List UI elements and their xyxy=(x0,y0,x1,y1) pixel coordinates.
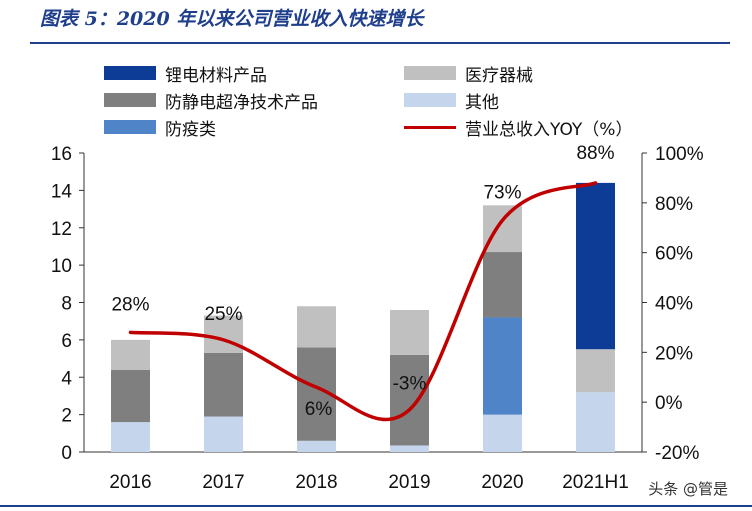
legend-line-yoy xyxy=(404,125,456,129)
chart-title: 图表 5：2020 年以来公司营业收入快速增长 xyxy=(40,8,424,30)
legend-label-antistatic: 防静电超净技术产品 xyxy=(165,92,318,113)
legend-swatch-other xyxy=(404,93,456,107)
y-tick-label: 8 xyxy=(61,294,72,315)
legend-swatch-lithium xyxy=(104,66,156,80)
y-tick-label: 14 xyxy=(51,181,73,202)
bar-segment-2018 xyxy=(297,306,336,348)
legend-swatch-epidemic xyxy=(104,120,156,134)
bar-segment-2019 xyxy=(390,309,429,355)
legend-item-antistatic: 防静电超净技术产品 xyxy=(104,89,318,113)
bar-segment-2016 xyxy=(111,422,150,452)
y-tick-label: 4 xyxy=(61,368,72,389)
y-tick-label: 12 xyxy=(51,219,72,240)
legend-item-yoy: 营业总收入YOY（%） xyxy=(404,116,633,140)
y-tick-label: 2 xyxy=(61,406,72,427)
x-tick-label: 2021H1 xyxy=(562,472,629,493)
x-tick-label: 2020 xyxy=(481,472,523,493)
bar-segment-2017 xyxy=(204,416,243,452)
yoy-data-label: 88% xyxy=(576,143,614,164)
bar-segment-2020 xyxy=(483,414,522,452)
bar-segment-2018 xyxy=(297,440,336,452)
yoy-data-label: 6% xyxy=(305,399,333,420)
x-tick-label: 2018 xyxy=(295,472,337,493)
bar-segment-2019 xyxy=(390,354,429,446)
bar-segment-2016 xyxy=(111,369,150,423)
yoy-data-label: 25% xyxy=(204,304,242,325)
x-tick-label: 2019 xyxy=(388,472,430,493)
legend-item-epidemic: 防疫类 xyxy=(104,116,216,140)
x-tick-label: 2016 xyxy=(109,472,151,493)
legend-item-lithium: 锂电材料产品 xyxy=(104,62,267,86)
x-tick-label: 2017 xyxy=(202,472,244,493)
y2-tick-label: 100% xyxy=(655,144,704,165)
bar-segment-2019 xyxy=(390,445,429,452)
y-tick-label: 10 xyxy=(51,256,72,277)
bottom-divider xyxy=(0,505,752,507)
legend-item-other: 其他 xyxy=(404,89,499,113)
legend-item-medical: 医疗器械 xyxy=(404,62,533,86)
bar-segment-2020 xyxy=(483,317,522,415)
bar-segment-2021H1 xyxy=(576,392,615,452)
bar-segment-2016 xyxy=(111,339,150,370)
bar-segment-2017 xyxy=(204,352,243,417)
y2-tick-label: 40% xyxy=(655,294,693,315)
legend-label-epidemic: 防疫类 xyxy=(165,119,216,140)
watermark-text: 头条 @管是 xyxy=(648,480,728,498)
legend-label-lithium: 锂电材料产品 xyxy=(165,65,267,86)
y2-tick-label: 20% xyxy=(655,343,693,364)
bar-segment-2021H1 xyxy=(576,349,615,393)
y2-tick-label: -20% xyxy=(655,443,699,464)
legend-swatch-medical xyxy=(404,66,456,80)
y2-tick-label: 80% xyxy=(655,194,693,215)
bar-segment-2020 xyxy=(483,252,522,318)
y-tick-label: 16 xyxy=(51,144,72,165)
yoy-data-label: 28% xyxy=(111,294,149,315)
watermark: 头条 @管是 xyxy=(648,478,728,499)
legend-label-medical: 医疗器械 xyxy=(465,65,533,86)
legend-label-other: 其他 xyxy=(465,92,499,113)
legend-label-yoy: 营业总收入YOY（%） xyxy=(465,119,633,140)
y2-tick-label: 0% xyxy=(655,393,683,414)
title-divider xyxy=(30,42,730,44)
y2-tick-label: 60% xyxy=(655,244,693,265)
y-tick-label: 6 xyxy=(61,331,72,352)
bar-segment-2017 xyxy=(204,315,243,353)
yoy-data-label: 73% xyxy=(483,182,521,203)
yoy-line xyxy=(128,181,598,422)
y-tick-label: 0 xyxy=(61,443,72,464)
legend-swatch-antistatic xyxy=(104,93,156,107)
yoy-data-label: -3% xyxy=(393,374,427,395)
bar-segment-2021H1 xyxy=(576,182,615,350)
